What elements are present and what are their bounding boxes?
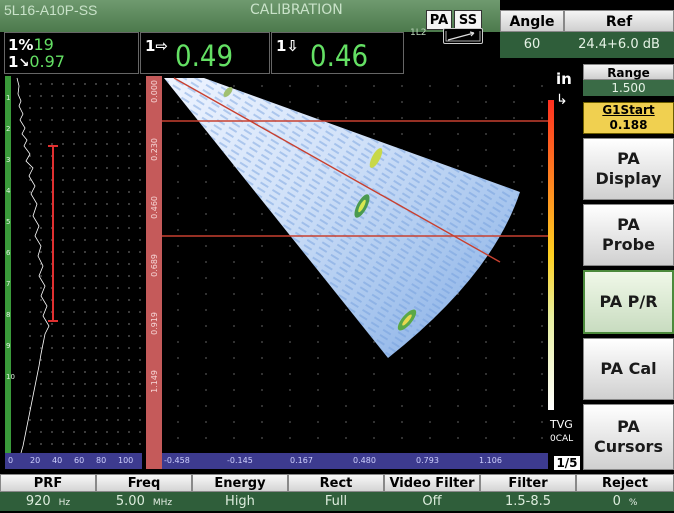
status-bar [0, 0, 500, 32]
sscan-depth-label: 0.689 [150, 254, 159, 277]
param-label-energy[interactable]: Energy [192, 474, 288, 492]
sscan-tick-label: -0.458 [164, 456, 190, 465]
angle-cursor [173, 77, 501, 263]
ascan-signal [16, 77, 50, 454]
g1start-box[interactable]: G1Start 0.188 [583, 102, 674, 134]
angle-label[interactable]: Angle [500, 10, 564, 32]
param-label-prf[interactable]: PRF [0, 474, 96, 492]
sscan-depth-label: 0.000 [150, 80, 159, 103]
sscan-depth-label: 0.460 [150, 196, 159, 219]
readout-3-value: 0.46 [310, 39, 369, 73]
sscan-axis: -0.458 -0.145 0.167 0.480 0.793 1.106 [162, 453, 548, 469]
sscan-tick-label: 0.793 [416, 456, 439, 465]
ascan-view[interactable] [5, 76, 142, 469]
ascan-tick-label: 100 [118, 456, 134, 465]
readout-3-label: 1⇩ [276, 37, 300, 55]
probe-name: 5L16-A10P-SS [4, 2, 98, 18]
sscan-tick-label: 1.106 [479, 456, 502, 465]
param-label-filter[interactable]: Filter [480, 474, 576, 492]
probe-skew-icon: ↳ [556, 92, 568, 108]
readout-1-top-label: 1% [8, 36, 34, 54]
param-value-energy[interactable]: High [192, 492, 288, 511]
readout-1-bottom-label: 1 [8, 53, 19, 71]
cal-label: 0CAL [550, 434, 574, 444]
ref-label[interactable]: Ref [564, 10, 674, 32]
sscan-tick-label: -0.145 [227, 456, 253, 465]
sscan-depth-label: 1.149 [150, 370, 159, 393]
l2-label: 1L2 [410, 28, 427, 38]
sscan-view[interactable] [162, 76, 548, 453]
sscan-depth-label: 0.230 [150, 138, 159, 161]
ascan-depth-label: 7 [6, 280, 11, 288]
pa-pr-button[interactable]: PA P/R [583, 270, 674, 334]
ascan-tick-label: 0 [8, 456, 14, 465]
ascan-depth-label: 10 [6, 373, 15, 381]
ascan-amplitude-axis: 0 20 40 60 80 100 [5, 453, 142, 469]
readout-1-top-value: 19 [33, 35, 54, 54]
range-label[interactable]: Range [583, 64, 674, 80]
page-indicator[interactable]: 1/5 [554, 456, 580, 470]
param-value-rect[interactable]: Full [288, 492, 384, 511]
g1start-label: G1Start [602, 103, 655, 117]
pa-tag[interactable]: PA [426, 10, 452, 30]
pa-display-button[interactable]: PA Display [583, 138, 674, 200]
readout-2-value: 0.49 [175, 39, 234, 73]
angle-value[interactable]: 60 [500, 32, 564, 58]
param-value-video-filter[interactable]: Off [384, 492, 480, 511]
ss-tag[interactable]: SS [454, 10, 482, 30]
ascan-depth-label: 5 [6, 218, 11, 226]
param-label-freq[interactable]: Freq [96, 474, 192, 492]
pa-probe-button[interactable]: PA Probe [583, 204, 674, 266]
mode-label: CALIBRATION [250, 2, 343, 18]
unit-label: in [556, 70, 572, 88]
ascan-tick-label: 60 [74, 456, 85, 465]
ascan-depth-label: 6 [6, 249, 11, 257]
param-value-prf[interactable]: 920 Hz [0, 492, 96, 511]
direction-icon [443, 28, 483, 44]
ref-value[interactable]: 24.4+6.0 dB [564, 32, 674, 58]
readout-2-label: 1⇨ [145, 37, 169, 55]
sscan-depth-ruler [146, 76, 162, 469]
sscan-tick-label: 0.480 [353, 456, 376, 465]
param-value-reject[interactable]: 0% [576, 492, 674, 511]
amplitude-palette [548, 100, 554, 410]
ascan-depth-label: 8 [6, 311, 11, 319]
sscan-tick-label: 0.167 [290, 456, 313, 465]
ascan-depth-label: 2 [6, 125, 11, 133]
range-value[interactable]: 1.500 [583, 80, 674, 96]
ascan-tick-label: 20 [30, 456, 41, 465]
pa-cursors-button[interactable]: PA Cursors [583, 404, 674, 470]
ascan-tick-label: 40 [52, 456, 63, 465]
ascan-depth-label: 3 [6, 156, 11, 164]
readout-3: 1⇩ 0.46 [271, 32, 404, 74]
sscan-depth-label: 0.919 [150, 312, 159, 335]
ascan-depth-ruler [5, 76, 11, 469]
ascan-depth-label: 9 [6, 342, 11, 350]
ascan-tick-label: 80 [96, 456, 107, 465]
param-label-video-filter[interactable]: Video Filter [384, 474, 480, 492]
pa-cal-button[interactable]: PA Cal [583, 338, 674, 400]
g1start-value: 0.188 [609, 118, 648, 132]
param-label-reject[interactable]: Reject [576, 474, 674, 492]
readout-1-bottom-value: 0.97 [29, 52, 65, 71]
ascan-depth-label: 1 [6, 94, 11, 102]
param-value-filter[interactable]: 1.5-8.5 [480, 492, 576, 511]
readout-2: 1⇨ 0.49 [140, 32, 270, 74]
param-label-rect[interactable]: Rect [288, 474, 384, 492]
readout-1: 1%19 1↘0.97 [4, 32, 139, 74]
ascan-depth-label: 4 [6, 187, 11, 195]
tvg-label: TVG [550, 418, 573, 431]
param-value-freq[interactable]: 5.00 MHz [96, 492, 192, 511]
